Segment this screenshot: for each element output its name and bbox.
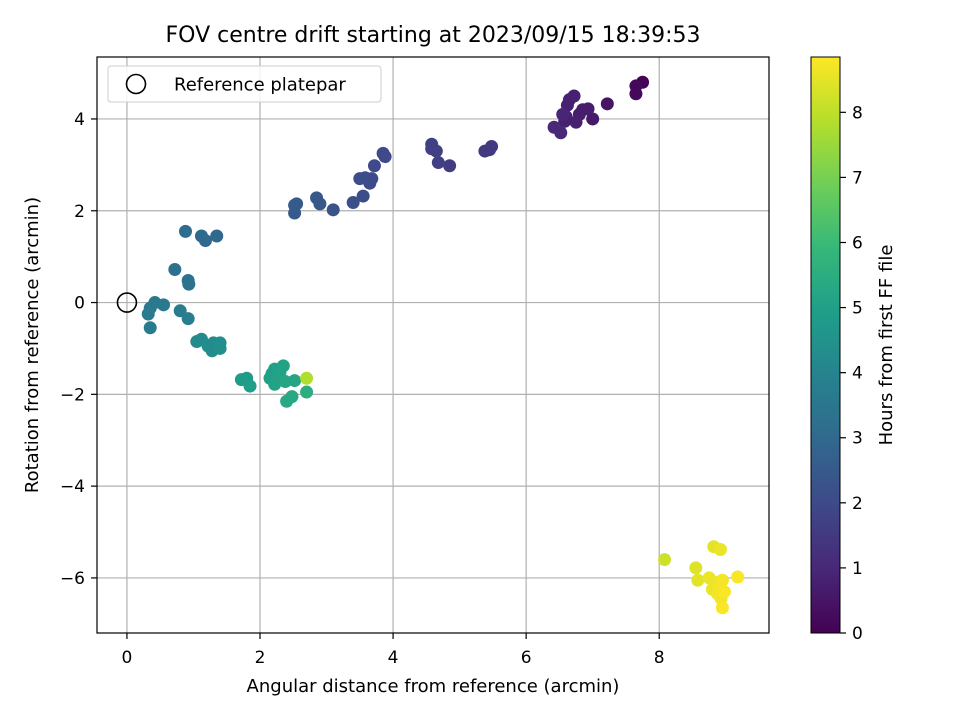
data-point bbox=[300, 385, 314, 399]
data-point bbox=[431, 156, 445, 170]
y-tick-label: 0 bbox=[74, 294, 85, 314]
colorbar-tick-label: 3 bbox=[852, 429, 863, 449]
legend-reference-marker bbox=[125, 73, 147, 95]
data-point bbox=[326, 203, 340, 217]
data-point bbox=[243, 379, 257, 393]
data-point bbox=[353, 172, 367, 186]
y-tick-label: −6 bbox=[60, 569, 85, 589]
x-tick-label: 2 bbox=[255, 648, 266, 668]
data-point bbox=[356, 189, 370, 203]
data-point bbox=[547, 120, 561, 134]
y-axis-label: Rotation from reference (arcmin) bbox=[22, 197, 43, 493]
x-tick-label: 6 bbox=[521, 648, 532, 668]
data-point bbox=[443, 159, 457, 173]
data-point bbox=[194, 229, 208, 243]
y-tick-label: 2 bbox=[74, 202, 85, 222]
data-point bbox=[182, 277, 196, 291]
colorbar-tick-label: 0 bbox=[852, 624, 863, 644]
data-point bbox=[310, 191, 324, 205]
data-point bbox=[376, 146, 390, 160]
x-tick-label: 0 bbox=[122, 648, 133, 668]
chart-title: FOV centre drift starting at 2023/09/15 … bbox=[166, 23, 701, 48]
data-point bbox=[178, 224, 192, 238]
data-point bbox=[658, 553, 672, 567]
data-point bbox=[569, 115, 583, 129]
colorbar-tick-label: 6 bbox=[852, 233, 863, 253]
data-point bbox=[731, 570, 745, 584]
colorbar-tick-label: 4 bbox=[852, 364, 863, 384]
data-point bbox=[276, 359, 290, 373]
data-point bbox=[288, 374, 302, 388]
data-point bbox=[367, 159, 381, 173]
data-point bbox=[600, 97, 614, 111]
data-point bbox=[141, 307, 155, 321]
x-tick-label: 4 bbox=[388, 648, 399, 668]
colorbar-tick-label: 2 bbox=[852, 494, 863, 514]
data-point bbox=[691, 573, 705, 587]
data-points bbox=[116, 75, 745, 615]
colorbar: 0 1 2 3 4 5 6 7 8 Hours from first FF file bbox=[810, 56, 897, 644]
plot-frame bbox=[96, 56, 770, 634]
data-point bbox=[715, 601, 729, 615]
colorbar-tick-label: 7 bbox=[852, 168, 863, 188]
data-point bbox=[713, 542, 727, 556]
legend: Reference platepar bbox=[107, 65, 382, 103]
data-point bbox=[288, 206, 302, 220]
legend-box bbox=[107, 65, 382, 103]
colorbar-tick-label: 8 bbox=[852, 103, 863, 123]
data-point bbox=[346, 195, 360, 209]
reference-platepar-marker bbox=[116, 292, 138, 313]
colorbar-ticks: 0 1 2 3 4 5 6 7 8 bbox=[840, 103, 863, 644]
data-point bbox=[425, 142, 439, 156]
data-point bbox=[168, 263, 182, 277]
data-point bbox=[213, 341, 227, 355]
data-point bbox=[586, 112, 600, 126]
data-point bbox=[556, 107, 570, 121]
grid bbox=[97, 57, 769, 633]
colorbar-tick-label: 1 bbox=[852, 559, 863, 579]
data-point bbox=[715, 573, 729, 587]
colorbar-gradient bbox=[810, 56, 841, 634]
data-point bbox=[717, 585, 731, 599]
data-point bbox=[285, 390, 299, 404]
data-point bbox=[173, 304, 187, 318]
data-point bbox=[143, 321, 157, 335]
data-point bbox=[629, 87, 643, 101]
data-point bbox=[689, 561, 703, 575]
y-tick-label: −2 bbox=[60, 385, 85, 405]
colorbar-label: Hours from first FF file bbox=[876, 245, 897, 446]
data-point bbox=[210, 229, 224, 243]
x-axis-label: Angular distance from reference (arcmin) bbox=[247, 676, 620, 697]
y-tick-label: 4 bbox=[74, 110, 85, 130]
data-point bbox=[300, 371, 314, 385]
y-tick-label: −4 bbox=[60, 477, 85, 497]
x-axis-ticks: 0 2 4 6 8 bbox=[122, 633, 665, 668]
legend-entry-label: Reference platepar bbox=[174, 75, 346, 96]
colorbar-tick-label: 5 bbox=[852, 299, 863, 319]
x-tick-label: 8 bbox=[654, 648, 665, 668]
y-axis-ticks: 4 2 0 −2 −4 −6 bbox=[60, 110, 97, 589]
data-point bbox=[181, 312, 195, 326]
data-point bbox=[478, 144, 492, 158]
